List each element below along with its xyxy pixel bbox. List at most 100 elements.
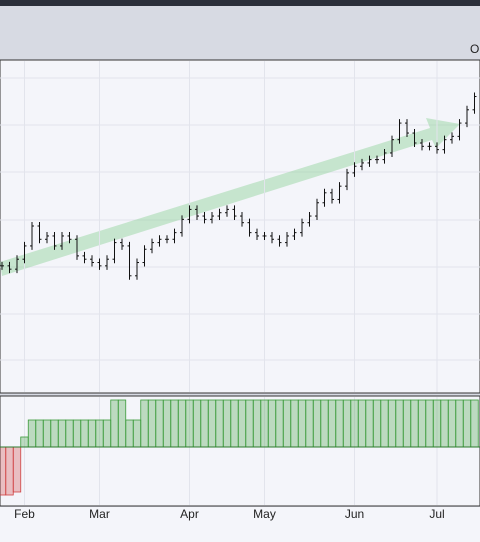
price-bar [457,119,462,141]
price-panel [0,59,480,394]
histogram-bar [402,399,412,448]
histogram-bar [305,399,314,448]
histogram-bar [12,446,22,493]
histogram-bar [275,399,284,448]
histogram-bar [387,399,397,448]
histogram-bar [335,399,344,448]
histogram-bar [117,399,127,448]
price-bar [135,258,139,280]
price-bar [202,212,207,224]
price-bar [97,258,102,270]
histogram-bar [432,399,442,448]
histogram-bar [260,399,269,448]
price-bar [240,212,244,227]
price-bar [127,241,132,280]
price-bar [37,222,42,244]
price-bar [60,231,64,250]
price-bar [120,238,124,250]
price-bar [45,231,49,244]
price-bar [0,261,4,270]
price-bar [82,251,87,264]
histogram-bar [297,399,307,448]
price-bar [345,168,349,191]
histogram-bar [380,399,389,448]
histogram-bar [155,399,164,448]
histogram-bar [245,399,254,448]
x-tick-label: Jun [345,507,364,521]
histogram-bar [320,399,329,448]
price-bar [105,255,109,270]
price-bar [442,135,447,154]
histogram-bar [395,399,404,448]
histogram-bar [87,419,97,448]
x-tick-label: Mar [89,507,110,521]
histogram-bar [410,399,419,448]
histogram-bar [222,399,232,448]
price-bar [225,205,229,217]
histogram-bar [290,399,299,448]
histogram-bar [372,399,382,448]
histogram-bar [200,399,209,448]
price-bar [52,231,57,250]
price-bar [217,208,222,221]
price-bar [187,205,192,224]
histogram-bar [65,419,74,448]
price-bar [352,162,357,177]
x-tick-label: May [253,507,276,521]
price-bar [405,119,409,138]
histogram-bar [95,419,104,448]
histogram-bar [357,399,367,448]
price-bar [472,92,477,114]
price-bar [15,255,19,274]
histogram-bar [417,399,427,448]
indicator-panel [0,395,480,507]
price-bar [307,212,312,227]
price-bar [90,255,94,267]
histogram-bar [470,399,479,448]
price-bar [210,212,214,224]
histogram-bar [147,399,157,448]
histogram-bar [35,419,44,448]
histogram-bar [365,399,374,448]
histogram-bar [50,419,59,448]
histogram-bar [5,446,14,496]
histogram-bar [252,399,262,448]
price-bar [67,231,72,244]
histogram-bar [72,419,82,448]
x-axis-area [0,507,480,542]
header-label: O: [470,42,480,56]
price-bar [337,182,342,204]
price-bar [412,129,417,147]
price-bar [435,142,439,154]
histogram-bar [162,399,172,448]
price-bar [420,139,424,151]
header [0,6,480,60]
price-bar [255,228,259,240]
price-bar [112,238,117,264]
histogram-bar [342,399,352,448]
price-bar [247,218,252,237]
price-bar [397,119,402,144]
price-bar [270,231,274,244]
price-bar [232,205,237,221]
price-bar [262,231,267,240]
price-bar [360,158,364,171]
price-bar [367,155,372,167]
price-bar [315,198,319,221]
price-bar [7,261,12,274]
price-bar [165,235,169,244]
x-tick-label: Apr [180,507,199,521]
histogram-bar [440,399,449,448]
histogram-bar [170,399,179,448]
histogram-bar [110,399,119,448]
price-bar [330,188,334,204]
x-tick-label: Feb [14,507,35,521]
x-tick-label: Jul [429,507,444,521]
histogram-bar [327,399,337,448]
price-bar [300,218,304,237]
top-bar [0,0,480,6]
price-bar [450,132,454,144]
histogram-bar [462,399,472,448]
histogram-bar [80,419,89,448]
